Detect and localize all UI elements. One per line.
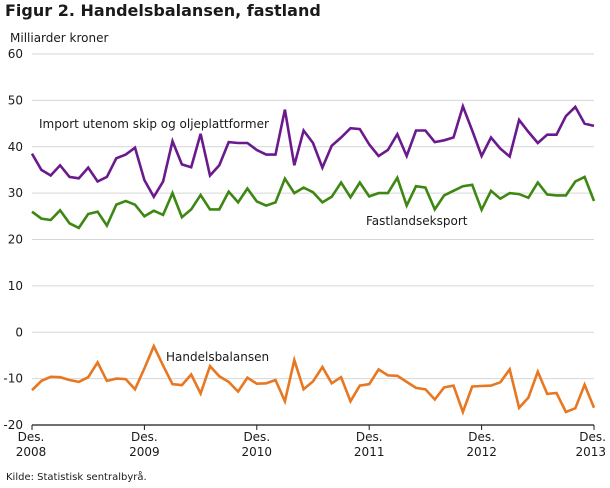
x-tick-label: Des. [468,430,495,444]
x-tick-label: Des. [18,430,45,444]
x-tick-label: 2013 [575,445,606,459]
y-tick-label: 10 [8,279,23,293]
series-label-export: Fastlandseksport [366,214,468,228]
y-tick-label: 60 [8,47,23,61]
y-axis-unit-label: Milliarder kroner [10,31,109,45]
x-tick-label: Des. [579,430,606,444]
series-label-balance: Handelsbalansen [166,350,269,364]
x-tick-label: Des. [131,430,158,444]
x-tick-label: Des. [243,430,270,444]
source-note: Kilde: Statistisk sentralbyrå. [6,472,147,483]
series-line-2 [31,343,596,416]
y-tick-label: -10 [3,372,23,386]
series-line-0 [30,102,595,200]
y-axis-ticks: 60 50 40 30 20 10 0 -10 -20 [3,47,23,432]
chart-title: Figur 2. Handelsbalansen, fastland [5,1,321,20]
x-tick-label: 2008 [16,445,47,459]
y-tick-label: -20 [3,418,23,432]
x-tick-label: 2012 [466,445,497,459]
series-line-1 [31,174,596,230]
series-lines [30,102,596,416]
series-label-import: Import utenom skip og oljeplattformer [39,117,269,131]
y-tick-label: 20 [8,233,23,247]
y-tick-label: 50 [8,93,23,107]
y-tick-label: 30 [8,186,23,200]
x-tick-label: 2010 [242,445,273,459]
y-tick-label: 40 [8,140,23,154]
x-tick-label: 2011 [354,445,385,459]
x-axis-ticks: Des.2008Des.2009Des.2010Des.2011Des.2012… [16,425,606,459]
x-tick-label: 2009 [129,445,160,459]
x-tick-label: Des. [356,430,383,444]
y-tick-label: 0 [15,325,23,339]
series-labels: Import utenom skip og oljeplattformer Fa… [39,117,468,364]
